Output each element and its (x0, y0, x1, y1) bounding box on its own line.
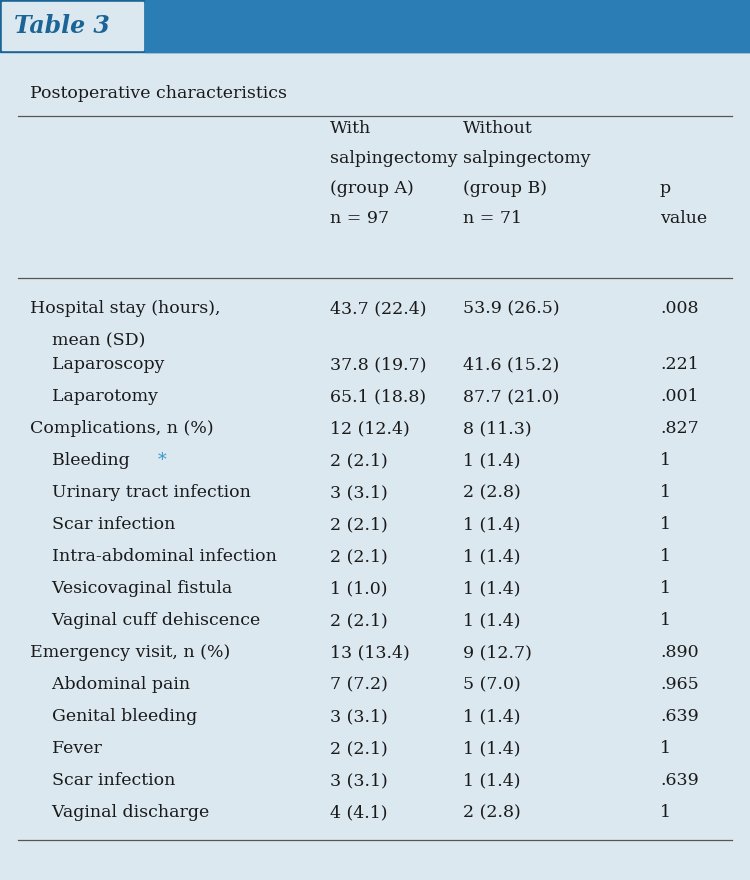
Text: Scar infection: Scar infection (30, 516, 176, 533)
Text: .827: .827 (660, 420, 699, 437)
Text: 1 (1.4): 1 (1.4) (463, 548, 520, 565)
Text: 53.9 (26.5): 53.9 (26.5) (463, 300, 560, 317)
Text: 2 (2.1): 2 (2.1) (330, 452, 388, 469)
Text: Postoperative characteristics: Postoperative characteristics (30, 85, 287, 102)
Text: Table 3: Table 3 (14, 14, 110, 38)
Text: 1: 1 (660, 548, 671, 565)
Text: Without: Without (463, 120, 532, 137)
Text: 1: 1 (660, 612, 671, 629)
Text: 1: 1 (660, 484, 671, 501)
Text: 5 (7.0): 5 (7.0) (463, 676, 520, 693)
Text: 1: 1 (660, 804, 671, 821)
Text: 87.7 (21.0): 87.7 (21.0) (463, 388, 560, 405)
Text: 7 (7.2): 7 (7.2) (330, 676, 388, 693)
Text: .965: .965 (660, 676, 699, 693)
Text: n = 97: n = 97 (330, 210, 389, 227)
Text: 2 (2.1): 2 (2.1) (330, 740, 388, 757)
Text: salpingectomy: salpingectomy (463, 150, 591, 167)
Text: 2 (2.1): 2 (2.1) (330, 516, 388, 533)
Text: 1 (1.4): 1 (1.4) (463, 516, 520, 533)
Text: 1 (1.0): 1 (1.0) (330, 580, 388, 597)
Text: .001: .001 (660, 388, 698, 405)
Text: 43.7 (22.4): 43.7 (22.4) (330, 300, 427, 317)
Text: 1: 1 (660, 452, 671, 469)
Bar (0, 0, 750, 52)
Text: With: With (330, 120, 371, 137)
Text: 1 (1.4): 1 (1.4) (463, 452, 520, 469)
Text: (group B): (group B) (463, 180, 547, 197)
Text: Hospital stay (hours),: Hospital stay (hours), (30, 300, 220, 317)
Text: Laparoscopy: Laparoscopy (30, 356, 164, 373)
Text: 13 (13.4): 13 (13.4) (330, 644, 410, 661)
Bar (145, 0, 750, 52)
Text: Intra-abdominal infection: Intra-abdominal infection (30, 548, 277, 565)
Text: Abdominal pain: Abdominal pain (30, 676, 190, 693)
Text: Laparotomy: Laparotomy (30, 388, 158, 405)
Text: Fever: Fever (30, 740, 102, 757)
Text: 2 (2.1): 2 (2.1) (330, 612, 388, 629)
Text: 41.6 (15.2): 41.6 (15.2) (463, 356, 560, 373)
Text: n = 71: n = 71 (463, 210, 522, 227)
Text: Vaginal cuff dehiscence: Vaginal cuff dehiscence (30, 612, 260, 629)
Text: 1: 1 (660, 580, 671, 597)
Text: Complications, n (%): Complications, n (%) (30, 420, 214, 437)
Text: mean (SD): mean (SD) (30, 332, 146, 349)
Text: 1 (1.4): 1 (1.4) (463, 772, 520, 789)
Text: Vaginal discharge: Vaginal discharge (30, 804, 209, 821)
Text: .890: .890 (660, 644, 699, 661)
Text: 9 (12.7): 9 (12.7) (463, 644, 532, 661)
Text: 1: 1 (660, 516, 671, 533)
Text: .639: .639 (660, 708, 699, 725)
Text: 1 (1.4): 1 (1.4) (463, 708, 520, 725)
Text: 12 (12.4): 12 (12.4) (330, 420, 410, 437)
Text: Bleeding: Bleeding (30, 452, 130, 469)
Text: Scar infection: Scar infection (30, 772, 176, 789)
Text: 1 (1.4): 1 (1.4) (463, 612, 520, 629)
Text: 1: 1 (660, 740, 671, 757)
Text: value: value (660, 210, 707, 227)
Text: .639: .639 (660, 772, 699, 789)
Text: 2 (2.1): 2 (2.1) (330, 548, 388, 565)
Text: 1 (1.4): 1 (1.4) (463, 740, 520, 757)
Text: 3 (3.1): 3 (3.1) (330, 708, 388, 725)
Text: 2 (2.8): 2 (2.8) (463, 804, 520, 821)
Text: Emergency visit, n (%): Emergency visit, n (%) (30, 644, 230, 661)
Text: 4 (4.1): 4 (4.1) (330, 804, 388, 821)
Text: 3 (3.1): 3 (3.1) (330, 772, 388, 789)
Text: Urinary tract infection: Urinary tract infection (30, 484, 251, 501)
Text: Vesicovaginal fistula: Vesicovaginal fistula (30, 580, 232, 597)
Text: salpingectomy: salpingectomy (330, 150, 458, 167)
Text: 8 (11.3): 8 (11.3) (463, 420, 532, 437)
Text: 1 (1.4): 1 (1.4) (463, 580, 520, 597)
Text: 37.8 (19.7): 37.8 (19.7) (330, 356, 427, 373)
Text: 2 (2.8): 2 (2.8) (463, 484, 520, 501)
Text: (group A): (group A) (330, 180, 414, 197)
Bar (2, 2, 143, 50)
Text: .221: .221 (660, 356, 699, 373)
Text: Genital bleeding: Genital bleeding (30, 708, 197, 725)
Text: .008: .008 (660, 300, 698, 317)
Text: *: * (158, 452, 166, 469)
Text: 3 (3.1): 3 (3.1) (330, 484, 388, 501)
Text: p: p (660, 180, 671, 197)
Text: 65.1 (18.8): 65.1 (18.8) (330, 388, 426, 405)
